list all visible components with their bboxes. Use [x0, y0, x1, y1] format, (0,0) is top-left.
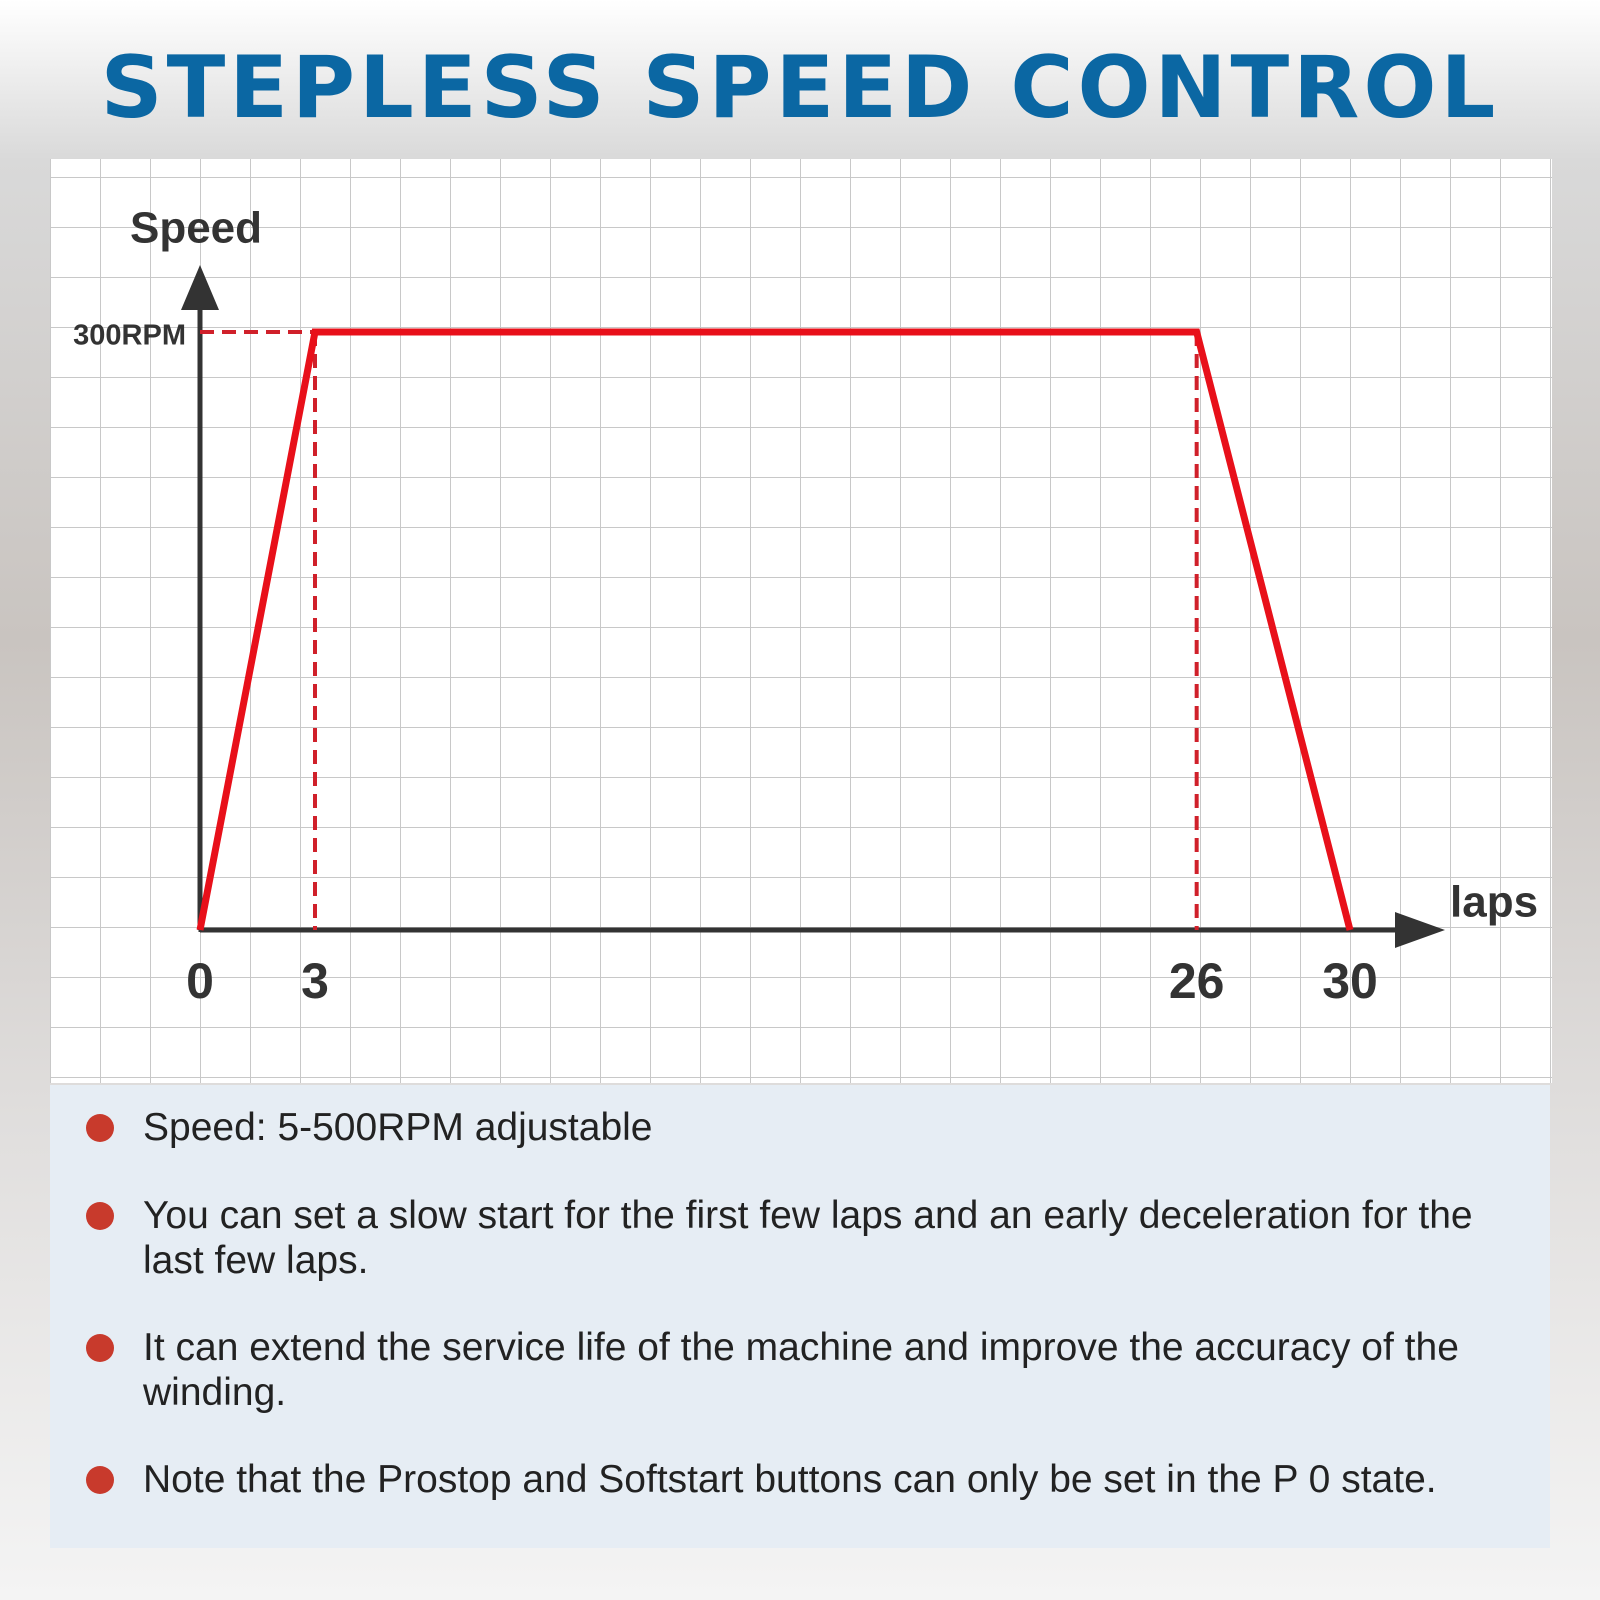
- y-arrow: [181, 265, 219, 310]
- y-axis-label: Speed: [130, 204, 262, 253]
- bullet: You can set a slow start for the first f…: [86, 1193, 1543, 1283]
- chart: Speed laps 0 3 26 30 300RPM: [73, 204, 1538, 1010]
- line: [196, 328, 1354, 931]
- x-axis-label: laps: [1450, 878, 1538, 927]
- bullet: Speed: 5-500RPM adjustable: [86, 1105, 1543, 1150]
- x-tick-label: 26: [1169, 953, 1225, 1009]
- x-tick-label: 30: [1322, 953, 1378, 1009]
- x-arrow: [1395, 912, 1445, 948]
- bullet-list: Speed: 5-500RPM adjustable You can set a …: [50, 1085, 1550, 1548]
- bullet: Note that the Prostop and Softstart butt…: [86, 1457, 1543, 1502]
- title: STEPLESS SPEED CONTROL: [100, 38, 1500, 138]
- bullet: It can extend the service life of the ma…: [86, 1325, 1543, 1415]
- x-tick-label: 3: [301, 953, 329, 1009]
- x-tick-label: 0: [186, 953, 214, 1009]
- y-tick-label: 300RPM: [73, 320, 186, 352]
